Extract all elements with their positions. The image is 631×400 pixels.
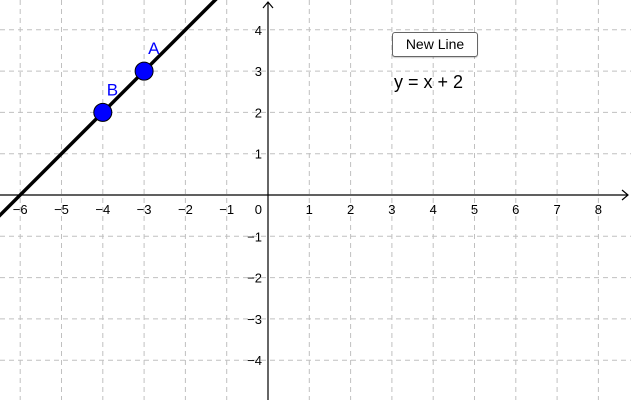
- y-tick-label: −3: [247, 312, 262, 327]
- x-axis-arrow-icon: [621, 189, 629, 201]
- x-tick-label: −4: [95, 202, 110, 217]
- x-tick-label: 7: [553, 202, 560, 217]
- y-tick-label: 4: [255, 23, 262, 38]
- y-tick-label: 2: [255, 105, 262, 120]
- y-axis-arrow-icon: [262, 1, 274, 9]
- x-tick-label: 2: [347, 202, 354, 217]
- point-label-a: A: [148, 39, 160, 58]
- y-tick-label: −1: [247, 229, 262, 244]
- x-tick-label: −1: [219, 202, 234, 217]
- x-tick-label: 6: [512, 202, 519, 217]
- x-tick-label: 3: [388, 202, 395, 217]
- x-tick-label: 5: [471, 202, 478, 217]
- y-tick-label: −4: [247, 353, 262, 368]
- line-through-points[interactable]: [0, 0, 351, 236]
- point-a[interactable]: [134, 61, 154, 81]
- x-tick-label: −6: [13, 202, 28, 217]
- y-tick-label: −2: [247, 271, 262, 286]
- x-tick-label: 8: [595, 202, 602, 217]
- point-label-b: B: [107, 80, 118, 99]
- origin-label: 0: [255, 202, 262, 217]
- point-b[interactable]: [93, 102, 113, 122]
- x-tick-label: 1: [306, 202, 313, 217]
- x-tick-label: 4: [430, 202, 437, 217]
- y-tick-label: 1: [255, 147, 262, 162]
- new-line-button[interactable]: New Line: [392, 32, 478, 57]
- equation-text: y = x + 2: [394, 72, 464, 92]
- x-tick-label: −3: [137, 202, 152, 217]
- x-tick-label: −5: [54, 202, 69, 217]
- y-tick-label: 3: [255, 64, 262, 79]
- x-tick-label: −2: [178, 202, 193, 217]
